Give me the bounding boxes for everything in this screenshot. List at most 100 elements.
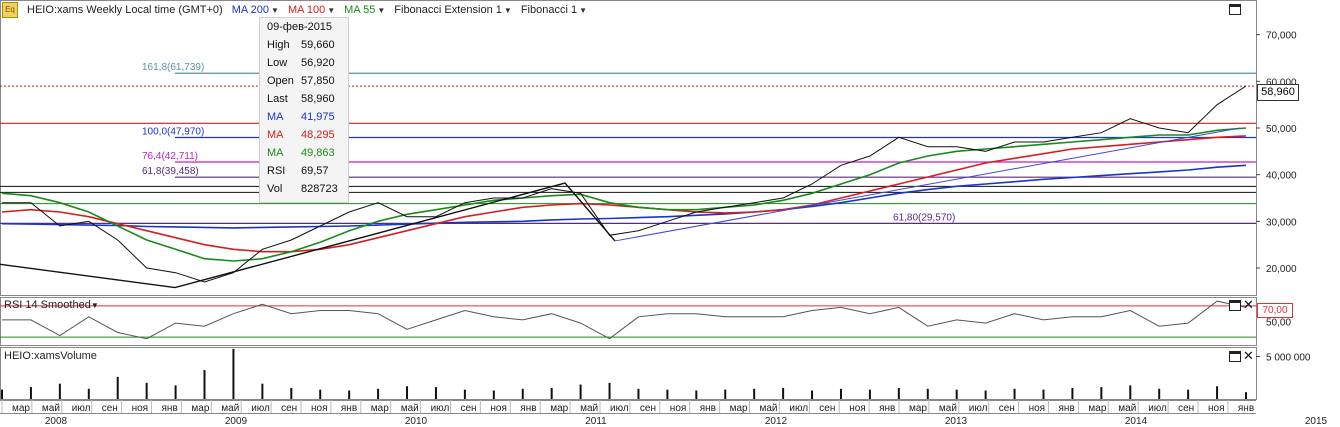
volume-bar (1, 389, 3, 399)
volume-bar (406, 386, 409, 399)
ohlc-value: 828723 (301, 183, 338, 195)
ohlc-value: 59,660 (301, 39, 335, 51)
maximize-main-pane-icon[interactable] (1229, 4, 1241, 15)
volume-bar (868, 389, 871, 399)
year-label: 2008 (45, 416, 68, 427)
year-label: 2013 (945, 416, 968, 427)
volume-bar (550, 387, 553, 399)
month-label: мар (12, 403, 30, 414)
month-label: ноя (670, 403, 687, 414)
dropdown-arrow-icon: ▼ (579, 6, 588, 15)
close-volume-pane-icon[interactable]: ✕ (1243, 348, 1254, 363)
volume-pane-title: HEIO:xamsVolume (4, 350, 97, 362)
ohlc-key: Vol (267, 183, 283, 195)
ohlc-row: RSI 69,57 (260, 162, 348, 180)
volume-bar (348, 390, 351, 399)
year-label: 2010 (405, 416, 428, 427)
volume-bar (434, 387, 437, 399)
fib-extension-zigzag (0, 182, 616, 289)
volume-tick-label: 5 000 000 (1266, 353, 1311, 364)
month-label: май (42, 403, 60, 414)
chart-header: Eq HEIO:xams Weekly Local time (GMT+0) M… (0, 0, 1256, 20)
volume-bar (1071, 387, 1074, 399)
month-label: ноя (311, 403, 328, 414)
price-tick-label: 50,000 (1266, 124, 1297, 135)
month-label: сен (1178, 403, 1194, 414)
month-label: янв (520, 403, 536, 414)
volume-bar (492, 390, 495, 399)
indicator-fib-extension[interactable]: Fibonacci Extension 1 ▼ (394, 4, 512, 16)
volume-bar (1216, 386, 1219, 399)
volume-bar (984, 390, 987, 399)
ohlc-row: MA 41,975 (260, 108, 348, 126)
month-label: май (580, 403, 598, 414)
maximize-rsi-pane-icon[interactable] (1229, 300, 1241, 311)
volume-bar (87, 388, 90, 399)
volume-bar (753, 388, 756, 399)
indicator-ma100[interactable]: MA 100 ▼ (287, 4, 336, 16)
rsi-pane-title[interactable]: RSI 14 Smoothed▼ (4, 299, 99, 311)
ohlc-value: 48,295 (301, 129, 335, 141)
dropdown-arrow-icon: ▼ (327, 6, 336, 15)
month-label: мар (1088, 403, 1106, 414)
ohlc-key: RSI (267, 165, 286, 177)
month-label: янв (1238, 403, 1254, 414)
fib-trend-line (614, 127, 1241, 242)
main-pane-frame (0, 0, 1257, 296)
symbol-title[interactable]: HEIO:xams Weekly Local time (GMT+0) (27, 4, 223, 16)
ma100-line (1, 135, 1247, 253)
close-rsi-pane-icon[interactable]: ✕ (1243, 297, 1254, 312)
fib-level-label: 61,8(39,458) (142, 166, 199, 177)
volume-bar (955, 389, 958, 399)
indicator-ma55[interactable]: MA 55 ▼ (344, 4, 386, 16)
year-label: 2012 (765, 416, 788, 427)
price-tick-label: 20,000 (1266, 264, 1297, 275)
volume-bar (1158, 388, 1161, 399)
volume-bar (29, 387, 32, 399)
fib-level-label: 76,4(42,711) (142, 151, 198, 162)
month-label: июл (1148, 403, 1167, 414)
fib-level-label: 161,8(61,739) (142, 62, 204, 73)
volume-bar (608, 382, 611, 399)
month-label: мар (371, 403, 389, 414)
year-label: 2015 (1305, 416, 1328, 427)
equity-icon: Eq (2, 2, 18, 18)
volume-bar (261, 383, 264, 399)
rsi-pane-frame (0, 297, 1257, 346)
month-label: сен (819, 403, 835, 414)
month-label: мар (730, 403, 748, 414)
volume-bar (463, 389, 466, 399)
month-label: сен (461, 403, 477, 414)
month-label: ноя (1029, 403, 1046, 414)
volume-bar (1100, 387, 1103, 399)
ohlc-info-panel: 09-фев-2015 High 59,660 Low 56,920 Open 57,85… (259, 17, 349, 203)
indicator-ma200[interactable]: MA 200 ▼ (231, 4, 279, 16)
month-label: сен (281, 403, 297, 414)
month-label: май (221, 403, 239, 414)
indicator-fibonacci[interactable]: Fibonacci 1 ▼ (520, 4, 588, 16)
month-label: сен (999, 403, 1015, 414)
ohlc-row: High 59,660 (260, 36, 348, 54)
month-label: янв (341, 403, 357, 414)
rsi-level-label: 70,00 (1257, 303, 1293, 318)
month-label: мар (191, 403, 209, 414)
ohlc-key: Last (267, 93, 288, 105)
volume-bar (319, 389, 322, 399)
dropdown-arrow-icon: ▼ (271, 6, 279, 15)
volume-bar (145, 382, 148, 399)
price-tick-label: 60,000 (1266, 77, 1297, 88)
ohlc-key: High (267, 39, 290, 51)
volume-bar (521, 388, 524, 399)
ohlc-value: 69,57 (301, 165, 329, 177)
maximize-volume-pane-icon[interactable] (1229, 351, 1241, 362)
ohlc-value: 49,863 (301, 147, 335, 159)
month-label: ноя (1208, 403, 1225, 414)
ohlc-row: Low 56,920 (260, 54, 348, 72)
ohlc-value: 56,920 (301, 57, 335, 69)
ohlc-date: 09-фев-2015 (267, 21, 333, 33)
volume-bar (839, 388, 842, 399)
month-label: июл (789, 403, 808, 414)
volume-bar (666, 389, 669, 399)
volume-bar (1187, 389, 1190, 399)
